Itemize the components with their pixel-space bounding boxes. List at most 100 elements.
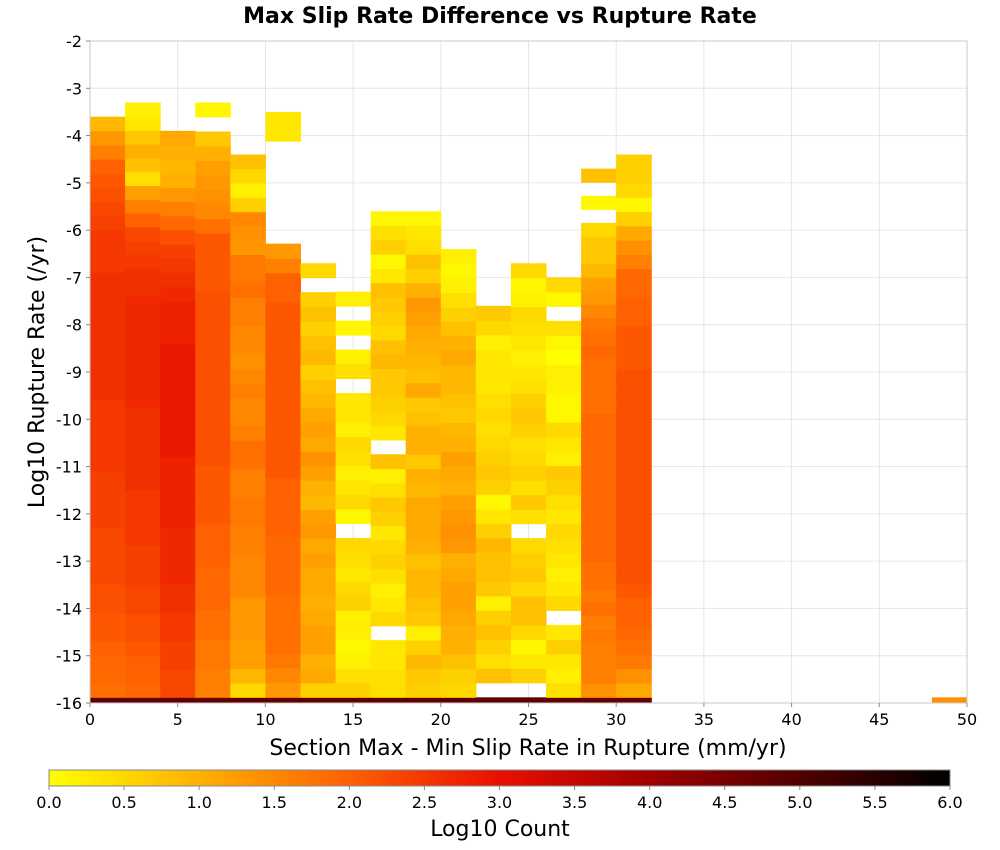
heatmap-cell (335, 682, 372, 698)
heatmap-cell (475, 334, 512, 350)
heatmap-cell (195, 436, 231, 452)
heatmap-cell (265, 507, 301, 523)
heatmap-cell (90, 654, 126, 670)
heatmap-cell (300, 682, 337, 698)
heatmap-cell (616, 197, 652, 213)
heatmap-cell (300, 393, 337, 409)
heatmap-cell (546, 277, 582, 293)
heatmap-cell (160, 215, 196, 231)
heatmap-cell (90, 697, 126, 704)
heatmap-cell (616, 311, 652, 327)
heatmap-cell (546, 436, 582, 452)
heatmap-cell (475, 508, 512, 524)
heatmap-cell (90, 513, 126, 528)
heatmap-cell (510, 494, 547, 510)
heatmap-cell (90, 456, 126, 472)
heatmap-cell (230, 440, 266, 455)
heatmap-cell (230, 225, 266, 241)
heatmap-cell (90, 414, 126, 429)
heatmap-cell (475, 566, 512, 582)
heatmap-cell (510, 581, 547, 597)
heatmap-cell (581, 358, 617, 373)
heatmap-cell (230, 168, 266, 184)
heatmap-cell (90, 215, 126, 231)
heatmap-cell (125, 448, 161, 463)
heatmap-cell (616, 597, 652, 613)
heatmap-cell (370, 454, 407, 470)
heatmap-cell (265, 668, 301, 684)
heatmap-cell (125, 213, 161, 228)
heatmap-cell (125, 296, 161, 311)
heatmap-cell (546, 465, 582, 481)
heatmap-cell (195, 291, 231, 307)
heatmap-cell (230, 583, 266, 598)
heatmap-cell (90, 144, 126, 160)
heatmap-cell (581, 250, 617, 265)
heatmap-cell (475, 610, 512, 626)
x-tick-label: 30 (606, 710, 626, 729)
heatmap-cell (475, 407, 512, 423)
heatmap-cell (90, 385, 126, 401)
heatmap-cell (195, 595, 231, 611)
heatmap-cell (160, 513, 196, 528)
heatmap-cell (475, 595, 512, 611)
heatmap-cell (581, 521, 617, 536)
heatmap-cell (265, 360, 301, 376)
heatmap-cell (581, 426, 617, 441)
heatmap-cell (546, 291, 582, 307)
heatmap-cell (230, 697, 266, 704)
heatmap-cell (335, 479, 372, 495)
heatmap-cell (510, 364, 547, 380)
colorbar-tick-label: 4.5 (712, 793, 737, 812)
heatmap-cell (616, 211, 652, 227)
heatmap-cell (546, 422, 582, 438)
heatmap-cell (581, 643, 617, 658)
heatmap-cell (405, 225, 442, 241)
heatmap-cell (510, 610, 547, 626)
heatmap-cell (160, 329, 196, 344)
heatmap-cell (195, 537, 231, 553)
heatmap-cell (230, 625, 266, 641)
heatmap-cell (90, 314, 126, 330)
heatmap-cell (370, 211, 407, 227)
heatmap-cell (370, 311, 407, 327)
heatmap-cell (510, 538, 547, 554)
heatmap-cell (370, 597, 407, 613)
heatmap-cell (616, 554, 652, 570)
heatmap-cell (581, 683, 617, 698)
x-tick-label: 0 (85, 710, 95, 729)
heatmap-cell (125, 420, 161, 435)
heatmap-cell (90, 187, 126, 203)
heatmap-cell (160, 612, 196, 628)
colorbar-tick-label: 1.0 (186, 793, 211, 812)
heatmap-cell (616, 525, 652, 541)
heatmap-cell (195, 494, 231, 510)
heatmap-cell (405, 239, 442, 255)
heatmap-cell (581, 385, 617, 400)
heatmap-cell (195, 581, 231, 597)
heatmap-cell (616, 425, 652, 441)
heatmap-cell (300, 610, 337, 626)
heatmap-cell (616, 511, 652, 527)
heatmap-cell (405, 683, 442, 698)
heatmap-cell (405, 597, 442, 613)
heatmap-cell (230, 397, 266, 413)
heatmap-cell (405, 211, 442, 227)
heatmap-cell (125, 116, 161, 131)
heatmap-cell (160, 244, 196, 259)
heatmap-cell (405, 625, 442, 641)
heatmap-cell (475, 552, 512, 568)
heatmap-cell (581, 412, 617, 427)
heatmap-cell (370, 254, 407, 269)
heatmap-cell (90, 640, 126, 656)
heatmap-cell (195, 682, 231, 698)
heatmap-cell (125, 157, 161, 173)
heatmap-cell (370, 640, 407, 655)
heatmap-cell (546, 624, 582, 640)
heatmap-cell (195, 218, 231, 234)
heatmap-cell (335, 436, 372, 452)
heatmap-cell (195, 697, 231, 704)
heatmap-cell (160, 357, 196, 373)
heatmap-cell (300, 509, 337, 525)
heatmap-cell (616, 168, 652, 184)
